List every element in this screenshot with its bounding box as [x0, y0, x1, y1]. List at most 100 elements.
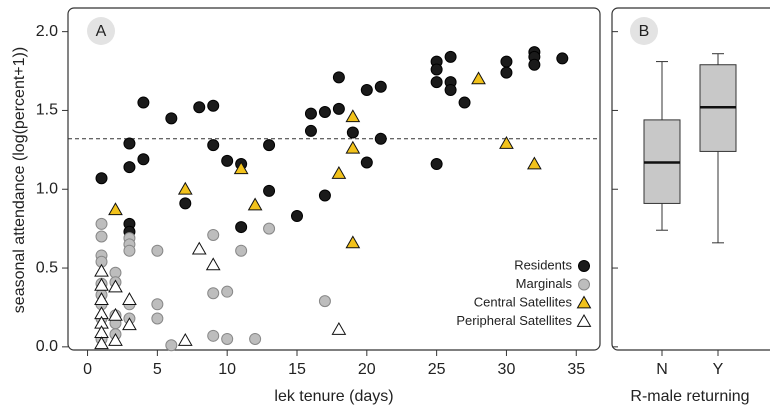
x-tick-label: 30	[498, 361, 516, 378]
data-point	[108, 307, 123, 321]
data-point	[95, 217, 108, 230]
data-point	[94, 263, 109, 277]
data-point	[318, 106, 331, 119]
y-tick-label: 2.0	[36, 23, 58, 40]
data-point	[233, 161, 249, 175]
data-point	[193, 101, 206, 114]
legend-label: Central Satellites	[474, 294, 573, 309]
data-point	[345, 140, 361, 154]
data-point	[345, 109, 361, 123]
data-point	[94, 292, 109, 305]
data-point	[165, 339, 178, 352]
data-point	[108, 279, 123, 293]
data-point	[360, 156, 373, 169]
data-point	[374, 80, 387, 93]
panel-label-badge	[87, 17, 115, 45]
data-point	[332, 71, 345, 84]
data-point	[318, 295, 331, 308]
panel-b-frame	[611, 7, 770, 351]
data-point	[207, 329, 220, 342]
data-point	[304, 124, 317, 137]
data-point	[177, 333, 193, 346]
data-point	[430, 63, 443, 76]
x-axis-title: R-male returning	[630, 388, 749, 405]
data-point	[122, 317, 137, 331]
data-point	[304, 107, 317, 120]
data-point	[263, 139, 276, 152]
y-tick-label: 1.5	[36, 102, 58, 119]
data-point	[123, 244, 136, 257]
data-point	[108, 333, 123, 346]
data-point	[151, 244, 164, 257]
data-point	[221, 332, 234, 345]
data-point	[374, 132, 387, 145]
legend-label: Residents	[514, 257, 572, 272]
data-point	[500, 66, 513, 79]
data-point	[94, 277, 109, 291]
data-point	[444, 50, 457, 63]
data-point	[499, 136, 514, 149]
data-point	[290, 210, 303, 223]
x-tick-label: 10	[218, 361, 236, 378]
data-point	[151, 312, 164, 325]
data-point	[263, 222, 276, 235]
data-point	[430, 76, 443, 89]
panel-label-badge	[630, 17, 658, 45]
x-tick-label: 20	[358, 361, 376, 378]
data-point	[235, 244, 248, 257]
data-point	[191, 241, 207, 255]
data-point	[430, 158, 443, 171]
data-point	[179, 197, 192, 210]
data-point	[331, 165, 347, 179]
data-point	[95, 172, 108, 185]
x-tick-label: N	[656, 361, 668, 378]
legend-label: Peripheral Satellites	[456, 313, 572, 328]
data-point	[122, 292, 137, 305]
legend-label: Marginals	[516, 276, 573, 291]
panel-label: B	[639, 23, 650, 40]
y-axis-title: seasonal attendance (log(percent+1))	[11, 47, 28, 313]
data-point	[137, 153, 150, 166]
y-tick-label: 1.0	[36, 180, 58, 197]
data-point	[94, 336, 109, 350]
data-point	[165, 112, 178, 125]
data-point	[331, 322, 347, 335]
data-point	[151, 298, 164, 311]
y-tick-label: 0.0	[36, 338, 58, 355]
data-point	[221, 285, 234, 298]
data-point	[249, 332, 262, 345]
data-point	[471, 71, 486, 85]
data-point	[95, 230, 108, 243]
data-point	[263, 184, 276, 197]
data-point	[177, 181, 193, 195]
legend-marker	[576, 295, 592, 309]
data-point	[207, 99, 220, 112]
data-point	[108, 202, 123, 216]
legend-marker	[578, 260, 590, 272]
y-tick-label: 0.5	[36, 259, 58, 276]
data-point	[221, 154, 234, 167]
data-point	[247, 197, 263, 211]
data-point	[207, 287, 220, 300]
data-point	[360, 83, 373, 96]
data-point	[458, 96, 471, 109]
data-point	[137, 96, 150, 109]
legend-marker	[578, 278, 590, 291]
data-point	[123, 161, 136, 174]
data-point	[346, 126, 359, 139]
data-point	[318, 189, 331, 202]
x-tick-label: 25	[428, 361, 446, 378]
x-tick-label: 15	[288, 361, 306, 378]
data-point	[556, 52, 569, 65]
x-tick-label: 5	[153, 361, 162, 378]
data-point	[207, 228, 220, 241]
data-point	[205, 257, 221, 271]
x-tick-label: 35	[567, 361, 585, 378]
data-point	[500, 55, 513, 68]
data-point	[123, 137, 136, 150]
x-tick-label: Y	[713, 361, 724, 378]
legend-marker	[576, 313, 592, 327]
panel-a-frame	[67, 7, 601, 351]
x-tick-label: 0	[83, 361, 92, 378]
x-axis-title: lek tenure (days)	[274, 388, 393, 405]
